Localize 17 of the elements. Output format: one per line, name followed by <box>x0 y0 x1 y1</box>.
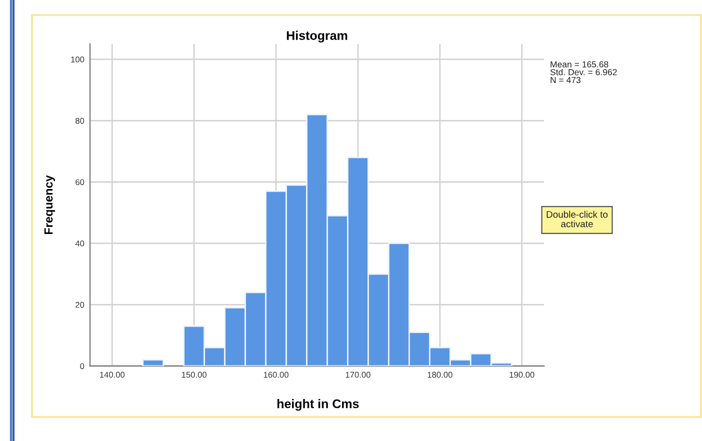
chart-title: Histogram <box>286 30 348 42</box>
x-tick-label: 170.00 <box>346 372 370 378</box>
y-tick-label: 40 <box>75 240 84 246</box>
x-axis-title: height in Cms <box>277 399 359 411</box>
y-tick-label: 100 <box>71 56 84 62</box>
x-tick-label: 190.00 <box>510 372 534 378</box>
y-tick-label: 0 <box>80 363 84 370</box>
y-tick-label: 60 <box>76 179 84 186</box>
y-axis-title: Frequency <box>44 175 55 234</box>
x-tick-label: 160.00 <box>264 372 288 378</box>
x-tick-label: 180.00 <box>428 372 452 378</box>
x-tick-label: 140.00 <box>100 372 125 378</box>
y-tick-label: 80 <box>76 118 84 124</box>
x-tick-label: 150.00 <box>182 372 206 378</box>
text: Double-click to activate <box>546 210 608 228</box>
y-tick-label: 20 <box>76 302 84 308</box>
text: Mean = 165.68 Std. Dev. = 6.962 N = 473 <box>550 61 617 84</box>
